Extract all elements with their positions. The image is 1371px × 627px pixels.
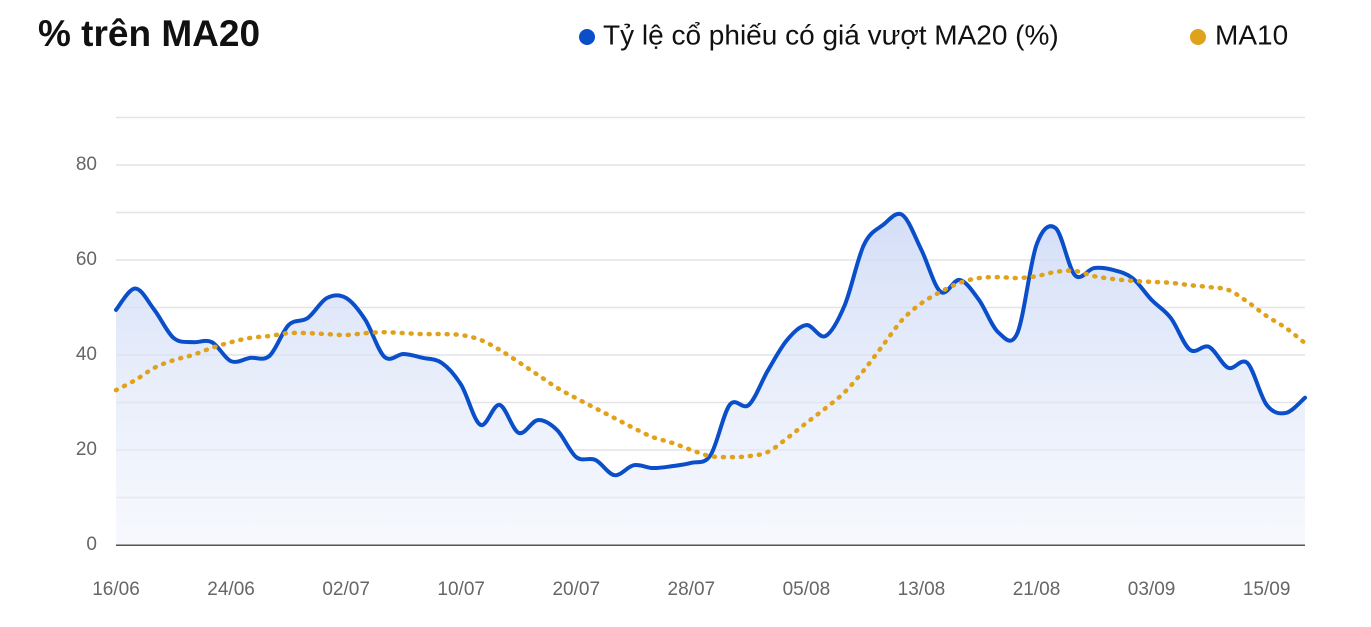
x-tick-label: 02/07 — [322, 579, 370, 600]
legend-label: MA10 — [1215, 19, 1288, 50]
x-tick-label: 20/07 — [552, 579, 600, 600]
y-tick-label: 0 — [86, 534, 97, 555]
x-tick-label: 15/09 — [1243, 579, 1291, 600]
y-tick-label: 80 — [76, 154, 97, 175]
y-tick-label: 60 — [76, 249, 97, 270]
y-tick-label: 40 — [76, 344, 97, 365]
x-tick-label: 16/06 — [92, 579, 140, 600]
y-tick-label: 20 — [76, 439, 97, 460]
x-tick-label: 13/08 — [898, 579, 946, 600]
chart-title: % trên MA20 — [38, 13, 260, 54]
legend-marker — [1190, 29, 1206, 45]
x-tick-label: 21/08 — [1013, 579, 1061, 600]
legend-marker — [579, 29, 595, 45]
series-line — [114, 211, 1307, 478]
ma-line — [113, 268, 1308, 460]
x-tick-label: 05/08 — [783, 579, 831, 600]
x-tick-label: 10/07 — [437, 579, 485, 600]
x-tick-label: 28/07 — [668, 579, 716, 600]
area — [116, 213, 1305, 546]
x-tick-label: 24/06 — [207, 579, 255, 600]
x-tick-label: 03/09 — [1128, 579, 1176, 600]
legend-label: Tỷ lệ cổ phiếu có giá vượt MA20 (%) — [603, 19, 1059, 50]
